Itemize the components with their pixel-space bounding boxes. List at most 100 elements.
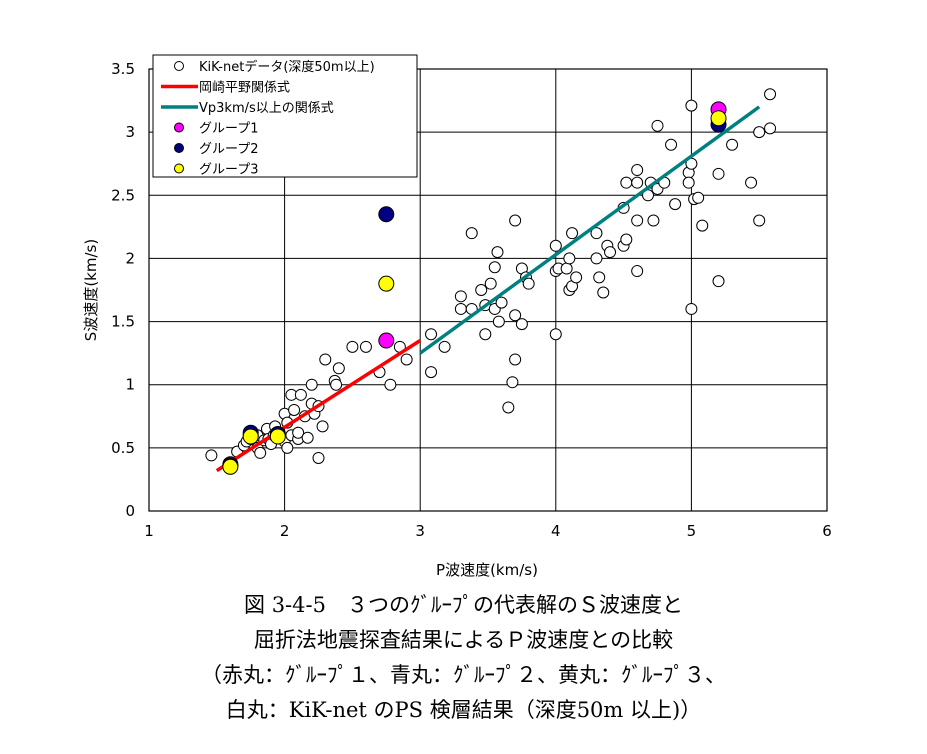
- kik-net-point: [631, 176, 644, 189]
- kik-net-point: [509, 353, 522, 366]
- caption-line-1: 図 3-4-5 ３つのｸﾞﾙｰﾌﾟの代表解のＳ波速度と: [244, 593, 683, 617]
- kik-net-point: [549, 239, 562, 252]
- kik-net-point: [566, 227, 579, 240]
- x-tick-label: 5: [687, 522, 697, 540]
- kik-net-point: [631, 265, 644, 278]
- x-tick-label: 3: [415, 522, 425, 540]
- kik-net-point: [593, 271, 606, 284]
- x-tick-label: 4: [551, 522, 561, 540]
- kik-net-point: [205, 449, 218, 462]
- figure-caption: 図 3-4-5 ３つのｸﾞﾙｰﾌﾟの代表解のＳ波速度と 屈折法地震探査結果による…: [0, 588, 927, 728]
- kik-net-point: [685, 302, 698, 315]
- caption-line-3: （赤丸：ｸﾞﾙｰﾌﾟ１、青丸：ｸﾞﾙｰﾌﾟ２、黄丸：ｸﾞﾙｰﾌﾟ３、: [201, 663, 726, 687]
- kik-net-point: [647, 214, 660, 227]
- kik-net-point: [549, 328, 562, 341]
- legend-symbol-filled-circle: [174, 122, 184, 133]
- kik-net-point: [509, 309, 522, 322]
- kik-net-point: [479, 328, 492, 341]
- kik-net-point: [425, 328, 438, 341]
- kik-net-point: [346, 340, 359, 353]
- y-tick-label: 0: [125, 502, 135, 520]
- kik-net-point: [454, 290, 467, 303]
- kik-net-point: [651, 119, 664, 132]
- group2-point: [378, 206, 395, 223]
- legend: KiK-netデータ(深度50m以上) 岡崎平野関係式 Vp3km/s以上の関係式グ…: [152, 54, 418, 178]
- kik-net-point: [484, 277, 497, 290]
- kik-net-point: [692, 191, 705, 204]
- kik-net-point: [488, 261, 501, 274]
- group3-point: [378, 275, 395, 292]
- kik-net-point: [522, 277, 535, 290]
- kik-net-point: [620, 233, 633, 246]
- group3-point: [222, 458, 239, 475]
- legend-label: KiK-netデータ(深度50m以上): [199, 59, 375, 75]
- y-tick-label: 2.5: [111, 186, 135, 204]
- y-axis-label: S波速度(km/s): [82, 239, 100, 341]
- x-axis-label: P波速度(km/s): [436, 561, 538, 579]
- legend-label: 岡崎平野関係式: [199, 81, 290, 96]
- kik-net-point: [604, 246, 617, 259]
- kik-net-point: [631, 164, 644, 177]
- kik-net-point: [745, 176, 758, 189]
- x-tick-label: 6: [822, 522, 832, 540]
- axes: 1 2 3 4 5 6 0 0.5 1 1.5 2 2.5 3 3.5: [111, 60, 832, 540]
- kik-net-point: [292, 426, 305, 439]
- kik-net-point: [301, 431, 314, 444]
- kik-net-point: [288, 403, 301, 416]
- kik-net-point: [492, 315, 505, 328]
- kik-net-point: [631, 214, 644, 227]
- group3-point: [242, 428, 259, 445]
- kik-net-point: [669, 198, 682, 211]
- kik-net-point: [620, 176, 633, 189]
- kik-net-point: [712, 275, 725, 288]
- kik-net-point: [726, 138, 739, 151]
- kik-net-point: [570, 271, 583, 284]
- group3-point: [269, 428, 286, 445]
- y-tick-label: 2: [125, 249, 135, 267]
- kik-net-point: [312, 451, 325, 464]
- kik-net-point: [330, 378, 343, 391]
- legend-symbol-open-circle: [174, 61, 184, 71]
- kik-net-point: [682, 176, 695, 189]
- legend-box: [152, 54, 418, 178]
- data-marks: [205, 88, 777, 475]
- kik-net-point: [254, 446, 267, 459]
- kik-net-point: [332, 362, 345, 375]
- group1-point: [378, 332, 395, 349]
- legend-label: Vp3km/s以上の関係式: [199, 101, 334, 116]
- kik-net-point: [753, 126, 766, 139]
- kik-net-point: [506, 376, 519, 389]
- y-tick-label: 1.5: [111, 313, 135, 331]
- x-tick-label: 1: [144, 522, 154, 540]
- x-tick-label: 2: [280, 522, 290, 540]
- kik-net-point: [319, 353, 332, 366]
- kik-net-point: [294, 388, 307, 401]
- y-tick-label: 3: [125, 123, 135, 141]
- group3-point: [710, 110, 727, 127]
- kik-net-point: [425, 366, 438, 379]
- kik-net-point: [316, 420, 329, 433]
- legend-label: グループ3: [199, 163, 259, 178]
- kik-net-point: [465, 227, 478, 240]
- legend-label: グループ2: [199, 142, 259, 157]
- kik-net-point: [509, 214, 522, 227]
- kik-net-point: [590, 227, 603, 240]
- legend-symbol-filled-circle: [174, 163, 184, 174]
- kik-net-point: [438, 340, 451, 353]
- caption-line-2: 屈折法地震探査結果によるＰ波速度との比較: [253, 628, 674, 652]
- kik-net-point: [764, 88, 777, 101]
- kik-net-point: [560, 262, 573, 275]
- caption-line-4: 白丸：KiK-net のPS 検層結果（深度50m 以上)）: [225, 698, 702, 722]
- kik-net-point: [359, 340, 372, 353]
- kik-net-point: [665, 138, 678, 151]
- kik-net-point: [597, 286, 610, 299]
- y-tick-label: 0.5: [111, 439, 135, 457]
- legend-label: グループ1: [199, 122, 259, 137]
- kik-net-point: [384, 378, 397, 391]
- plot-frame: [148, 68, 828, 512]
- kik-net-point: [563, 252, 576, 265]
- kik-net-point: [502, 401, 515, 414]
- kik-net-point: [400, 353, 413, 366]
- scatter-chart: 1 2 3 4 5 6 0 0.5 1 1.5 2 2.5 3 3.5 KiK-netデータ(深度50m以…: [82, 54, 832, 579]
- vp3-relation-line: [419, 105, 761, 355]
